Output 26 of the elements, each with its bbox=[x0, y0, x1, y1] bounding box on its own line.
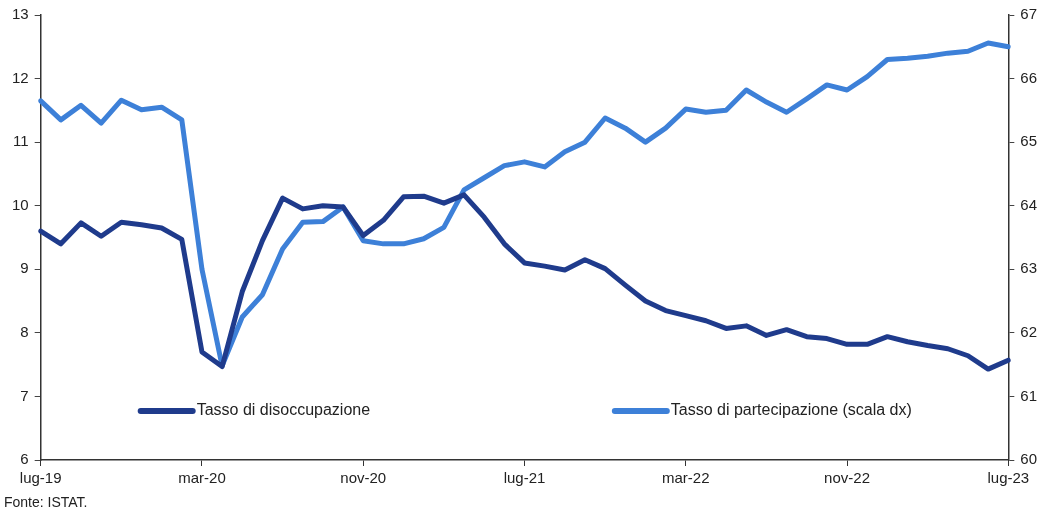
x-tick-label: nov-20 bbox=[340, 469, 387, 487]
y2-tick-label: 61 bbox=[1020, 386, 1037, 404]
y-tick-label: 8 bbox=[20, 323, 29, 340]
x-tick-label: lug-21 bbox=[503, 469, 546, 487]
y2-tick-label: 67 bbox=[1020, 5, 1037, 23]
y2-tick-label: 66 bbox=[1020, 68, 1037, 86]
y-tick-label: 7 bbox=[20, 386, 29, 404]
y-tick-label: 10 bbox=[12, 195, 29, 213]
y2-tick-label: 63 bbox=[1020, 259, 1037, 277]
y-tick-label: 12 bbox=[12, 68, 29, 86]
y2-tick-label: 64 bbox=[1020, 195, 1037, 213]
y-tick-label: 6 bbox=[20, 450, 29, 468]
x-tick-label: lug-19 bbox=[19, 469, 62, 487]
y2-tick-label: 65 bbox=[1020, 132, 1037, 150]
y-tick-label: 13 bbox=[12, 5, 29, 23]
y2-tick-label: 62 bbox=[1020, 323, 1037, 340]
legend-label: Tasso di disoccupazione bbox=[196, 401, 371, 419]
y2-tick-label: 60 bbox=[1020, 450, 1037, 468]
x-tick-label: mar-22 bbox=[662, 469, 710, 487]
y-tick-label: 9 bbox=[20, 259, 29, 277]
source-note: Fonte: ISTAT. bbox=[4, 494, 88, 510]
x-tick-label: nov-22 bbox=[824, 469, 870, 487]
x-tick-label: mar-20 bbox=[178, 469, 226, 487]
y-tick-label: 11 bbox=[13, 132, 29, 150]
legend-label: Tasso di partecipazione (scala dx) bbox=[670, 401, 912, 419]
x-tick-label: lug-23 bbox=[987, 469, 1030, 487]
